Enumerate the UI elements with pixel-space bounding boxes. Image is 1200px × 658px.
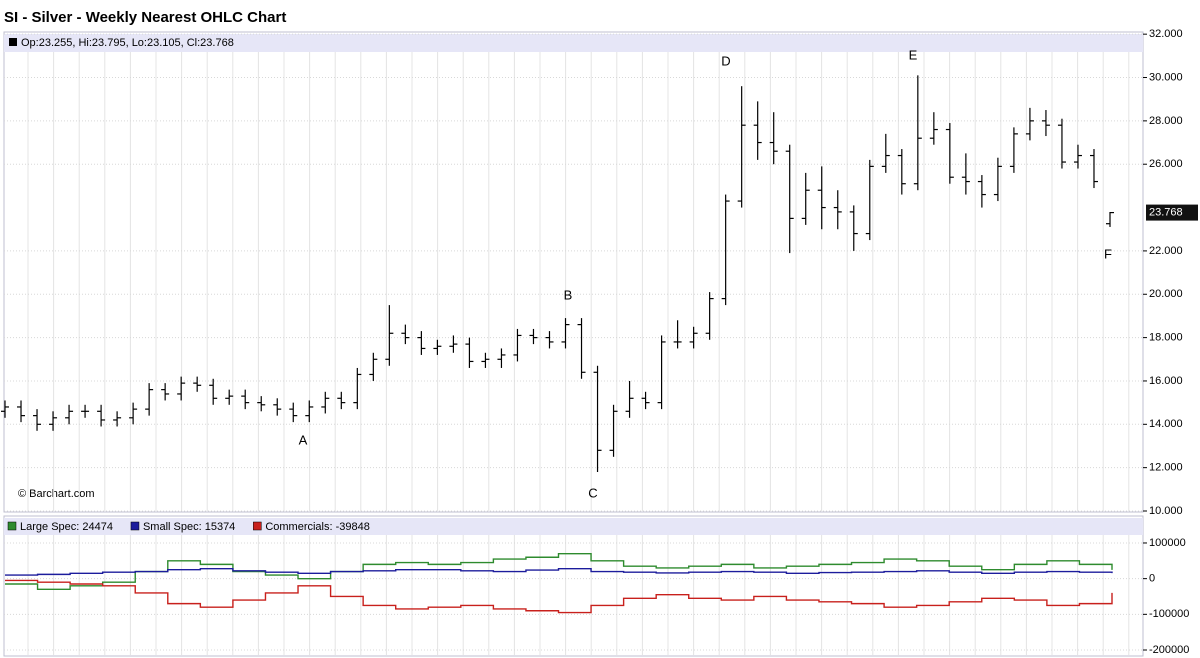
y-tick-label: 0 — [1149, 573, 1155, 585]
legend-entry: Small Spec: 15374 — [143, 521, 235, 533]
y-tick-label: 10.000 — [1149, 505, 1183, 517]
price-panel — [3, 31, 1144, 513]
legend-entry: Large Spec: 24474 — [20, 521, 113, 533]
y-tick-label: 12.000 — [1149, 462, 1183, 474]
last-price-box — [1146, 204, 1198, 221]
chart-title: SI - Silver - Weekly Nearest OHLC Chart — [4, 9, 286, 26]
y-tick-label: 22.000 — [1149, 245, 1183, 257]
last-price-label: 23.768 — [1149, 206, 1183, 218]
ohlc-info-bar — [4, 34, 1143, 52]
annotation: E — [909, 47, 918, 62]
annotation: A — [299, 432, 308, 447]
y-tick-label: 26.000 — [1149, 158, 1183, 170]
y-tick-label: -100000 — [1149, 608, 1189, 620]
time-grid — [27, 52, 1130, 655]
legend-swatch — [253, 521, 262, 531]
ohlc-legend: Op:23.255, Hi:23.795, Lo:23.105, Cl:23.7… — [21, 37, 234, 49]
y-tick-label: 100000 — [1149, 537, 1186, 549]
legend-entry: Commercials: -39848 — [265, 521, 370, 533]
y-tick-label: 18.000 — [1149, 332, 1183, 344]
legend-swatch — [130, 521, 140, 531]
y-tick-label: 16.000 — [1149, 375, 1183, 387]
annotation: F — [1104, 246, 1112, 261]
y-tick-label: 28.000 — [1149, 115, 1183, 127]
legend-swatch — [9, 38, 17, 46]
copyright: © Barchart.com — [18, 488, 95, 500]
cot-line — [5, 579, 1113, 614]
cot-line — [5, 552, 1113, 591]
annotation: C — [588, 485, 597, 500]
annotation: D — [721, 53, 730, 68]
y-tick-label: 14.000 — [1149, 418, 1183, 430]
cot-panel — [3, 515, 1144, 657]
y-tick-label: 30.000 — [1149, 71, 1183, 83]
annotation: B — [564, 287, 573, 302]
y-tick-label: 32.000 — [1149, 28, 1183, 40]
cot-line — [5, 567, 1113, 576]
cot-info-bar — [4, 518, 1143, 535]
legend-swatch — [7, 521, 17, 531]
y-tick-label: 20.000 — [1149, 288, 1183, 300]
y-tick-label: -200000 — [1149, 644, 1189, 656]
